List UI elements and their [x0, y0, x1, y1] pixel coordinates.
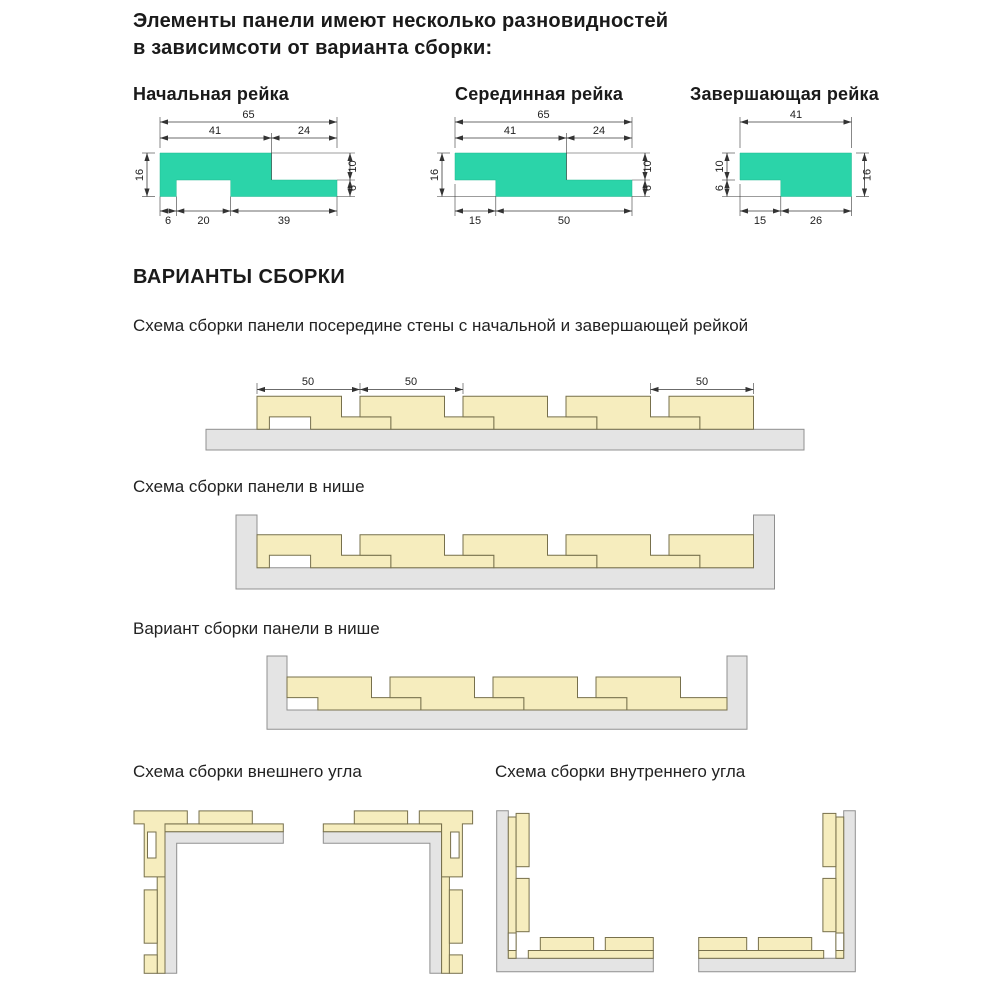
dim-label: 15	[754, 215, 766, 227]
profile-start-drawing: 65 41 24 16 10 6 6 20 39	[134, 109, 359, 227]
dim-label: 41	[209, 125, 221, 137]
scheme-niche-variant-drawing	[266, 655, 748, 730]
rail-block	[515, 812, 530, 868]
dim-label: 10	[714, 160, 726, 172]
rail-end	[668, 395, 754, 430]
scheme-niche-drawing	[235, 514, 775, 590]
dim-label: 16	[862, 169, 874, 181]
profile-end-dimension-lines	[722, 117, 869, 216]
dim-label: 15	[469, 215, 481, 227]
dim-label: 50	[302, 376, 314, 388]
wall-niche	[235, 514, 775, 590]
rail-block	[143, 889, 158, 944]
dim-label: 6	[347, 185, 359, 191]
scheme3-caption: Вариант сборки панели в нише	[133, 619, 380, 638]
dim-label: 20	[197, 215, 209, 227]
profile-title-middle: Серединная рейка	[455, 84, 624, 104]
profile-start-shape	[159, 152, 338, 197]
dim-label: 39	[278, 215, 290, 227]
wall-base	[205, 428, 805, 451]
scheme1-caption: Схема сборки панели посередине стены с н…	[133, 316, 749, 335]
profile-end-drawing: 41 10 6 16 15 26	[714, 109, 874, 227]
section-heading: ВАРИАНТЫ СБОРКИ	[133, 266, 346, 288]
external-corner-piece	[133, 810, 284, 974]
dim-label: 50	[696, 376, 708, 388]
dim-label: 10	[642, 160, 654, 172]
rail-notch	[507, 932, 517, 951]
dim-label: 6	[165, 215, 171, 227]
rail-strip	[164, 823, 284, 833]
profile-title-start: Начальная рейка	[133, 84, 289, 104]
page-title-line2: в зависимсоти от варианта сборки:	[133, 37, 493, 59]
rail-block	[539, 937, 595, 951]
dim-label: 65	[242, 109, 254, 121]
dim-label: 6	[642, 185, 654, 191]
external-corner-piece-mirrored	[322, 810, 474, 974]
dim-label: 41	[790, 109, 802, 121]
dim-label: 16	[134, 169, 146, 181]
profile-middle-drawing: 65 41 24 16 10 6 15 50	[429, 109, 654, 227]
dim-label: 65	[537, 109, 549, 121]
dim-label: 16	[429, 169, 441, 181]
dim-label: 50	[558, 215, 570, 227]
rail-block	[143, 954, 158, 974]
internal-corner-piece	[496, 810, 654, 973]
rail-block	[604, 937, 654, 951]
wall-corner	[164, 831, 284, 974]
rail-middle	[595, 676, 728, 711]
rail-notch	[147, 831, 157, 859]
profile-middle-dimension-lines	[437, 117, 650, 216]
rail-end	[668, 534, 754, 569]
rail-start	[256, 395, 392, 430]
dim-label: 41	[504, 125, 516, 137]
internal-corner-piece-mirrored	[698, 810, 856, 973]
profile-start-dimension-lines	[142, 117, 355, 216]
dim-label: 24	[593, 125, 605, 137]
rail-strip	[527, 950, 654, 959]
scheme-midwall-dimension-lines	[256, 383, 754, 394]
scheme4-caption: Схема сборки внешнего угла	[133, 762, 362, 781]
scheme2-caption: Схема сборки панели в нише	[133, 477, 365, 496]
profile-middle-shape	[454, 152, 633, 197]
rail-start	[256, 534, 392, 569]
scheme5-caption: Схема сборки внутреннего угла	[495, 762, 746, 781]
dim-label: 10	[347, 160, 359, 172]
dim-label: 50	[405, 376, 417, 388]
rail-corner	[133, 810, 188, 878]
dim-label: 26	[810, 215, 822, 227]
wall-niche	[266, 655, 748, 730]
profile-end-shape	[739, 152, 852, 197]
profile-title-end: Завершающая рейка	[690, 84, 879, 104]
page-title-line1: Элементы панели имеют несколько разновид…	[133, 10, 669, 32]
rail-block	[198, 810, 253, 825]
dim-label: 6	[714, 185, 726, 191]
scheme-midwall-drawing: 50 50 50	[205, 376, 805, 451]
dim-label: 24	[298, 125, 310, 137]
rail-block	[515, 877, 530, 933]
